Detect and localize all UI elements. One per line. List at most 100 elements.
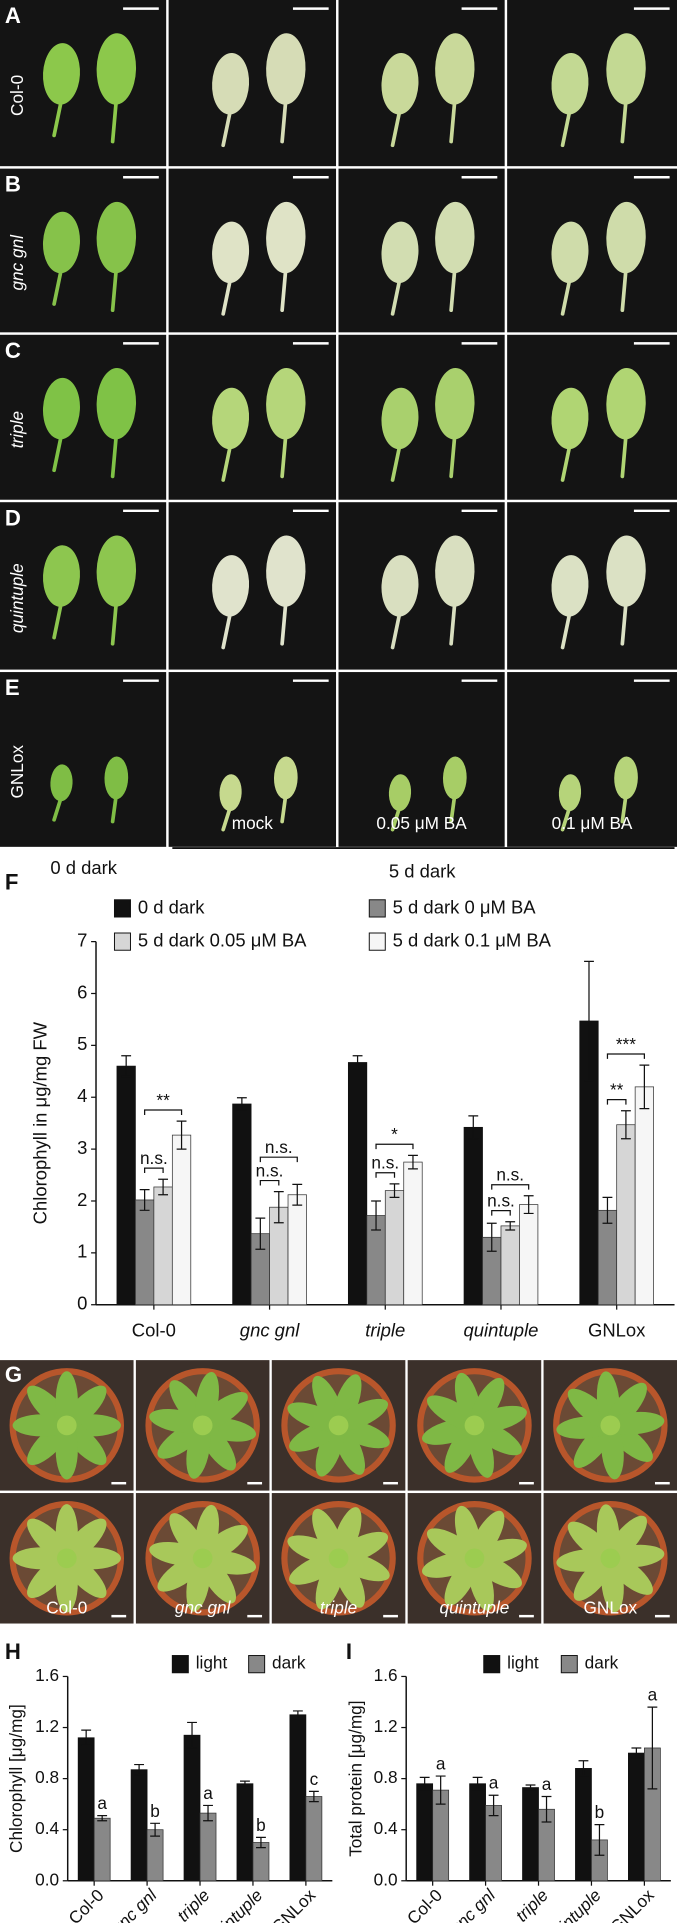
genotype-label: GNLox bbox=[584, 1597, 638, 1617]
leaf-stem bbox=[390, 107, 402, 148]
error-bar bbox=[578, 1760, 589, 1777]
x-tick-label: GNLox bbox=[606, 1885, 658, 1923]
leaf bbox=[266, 201, 306, 274]
leaf bbox=[273, 756, 298, 800]
bar bbox=[116, 1065, 136, 1306]
x-tick-label: quintuple bbox=[464, 1320, 539, 1341]
x-tick-label: gnc gnl bbox=[240, 1320, 300, 1341]
error-bar bbox=[158, 1178, 169, 1196]
error-bar bbox=[121, 1055, 132, 1078]
photo-panel bbox=[0, 334, 167, 500]
leaf-stem bbox=[449, 266, 457, 313]
photo-panel bbox=[507, 672, 677, 847]
leaf bbox=[558, 774, 582, 812]
bar bbox=[469, 1783, 486, 1882]
photo-panel bbox=[0, 672, 167, 847]
leaf bbox=[42, 43, 80, 105]
x-tick-label: quintuple bbox=[541, 1885, 605, 1923]
treatment-label: 0.05 μM BA bbox=[376, 813, 467, 833]
panel-letter: H bbox=[5, 1639, 21, 1664]
leaf bbox=[551, 387, 589, 450]
leaf-stem bbox=[620, 600, 628, 646]
genotype-label: quintuple bbox=[7, 563, 27, 633]
error-bar bbox=[150, 1822, 161, 1837]
photo-panel bbox=[0, 0, 167, 167]
leaf-stem bbox=[52, 97, 64, 138]
y-tick-label: 1.2 bbox=[374, 1716, 398, 1736]
significance-label: n.s. bbox=[496, 1165, 524, 1185]
y-tick-label: 3 bbox=[77, 1137, 87, 1158]
significance-label: n.s. bbox=[140, 1148, 168, 1168]
genotype-label: triple bbox=[7, 411, 27, 448]
significance-bracket bbox=[491, 1184, 530, 1190]
panel-letter: B bbox=[5, 172, 21, 197]
error-bar bbox=[236, 1097, 247, 1111]
leaf bbox=[266, 33, 306, 105]
leaf bbox=[435, 201, 475, 274]
error-bar bbox=[472, 1776, 483, 1791]
time-label: 5 d dark bbox=[389, 861, 456, 882]
leaf-stem bbox=[110, 432, 119, 479]
x-tick-label: Col-0 bbox=[64, 1885, 107, 1923]
rosette-leaf bbox=[605, 1411, 665, 1435]
panel-letter: G bbox=[5, 1362, 22, 1387]
significance-bracket bbox=[144, 1167, 164, 1174]
leaf bbox=[96, 33, 137, 105]
leaf bbox=[219, 774, 242, 812]
error-bar bbox=[594, 1823, 605, 1856]
bar bbox=[522, 1787, 539, 1882]
significance-bracket bbox=[606, 1053, 645, 1059]
photo-panel bbox=[168, 672, 337, 847]
photo-panel bbox=[338, 168, 505, 333]
y-tick-label: 0.0 bbox=[35, 1869, 59, 1889]
treatment-label: mock bbox=[232, 813, 274, 833]
significance-bracket bbox=[259, 1179, 280, 1186]
time-label: 0 d dark bbox=[50, 857, 117, 878]
leaf-stem bbox=[280, 97, 288, 144]
leaf bbox=[104, 756, 129, 800]
genotype-label: gnc gnl bbox=[175, 1597, 232, 1617]
leaf bbox=[381, 221, 419, 284]
error-bar bbox=[541, 1795, 552, 1823]
error-bar bbox=[620, 1110, 631, 1140]
legend-label: 5 d dark 0.05 μM BA bbox=[138, 929, 307, 950]
leaf-stem bbox=[560, 107, 572, 148]
y-tick-label: 1.6 bbox=[374, 1665, 398, 1685]
bar bbox=[93, 1817, 111, 1882]
significance-letter: c bbox=[310, 1769, 319, 1789]
leaf bbox=[212, 221, 250, 284]
error-bar bbox=[525, 1784, 536, 1791]
x-tick-label: triple bbox=[365, 1320, 405, 1341]
photo-panel bbox=[507, 168, 677, 333]
bar bbox=[135, 1199, 155, 1306]
error-bar bbox=[176, 1120, 187, 1150]
panel-letter: A bbox=[5, 3, 21, 28]
y-tick-label: 0.8 bbox=[35, 1767, 59, 1787]
legend-swatch bbox=[171, 1655, 189, 1674]
photo-panel bbox=[338, 672, 505, 847]
significance-label: n.s. bbox=[371, 1153, 399, 1173]
photo-panel bbox=[507, 334, 677, 500]
bar bbox=[252, 1842, 270, 1882]
legend-label: 5 d dark 0.1 μM BA bbox=[393, 929, 552, 950]
legend-label: light bbox=[507, 1653, 539, 1673]
leaf bbox=[212, 52, 250, 115]
rosette-center bbox=[328, 1415, 349, 1436]
y-tick-label: 0.4 bbox=[374, 1818, 398, 1838]
bar bbox=[485, 1805, 502, 1882]
x-tick-label: gnc gnl bbox=[107, 1884, 161, 1923]
leaf bbox=[606, 33, 646, 105]
leaf-stem bbox=[280, 432, 288, 479]
error-bar bbox=[134, 1763, 145, 1776]
error-bar bbox=[435, 1775, 446, 1805]
leaf-stem bbox=[52, 266, 64, 306]
error-bar bbox=[584, 960, 594, 1082]
significance-letter: a bbox=[489, 1773, 499, 1793]
error-bar bbox=[292, 1710, 303, 1720]
bar bbox=[236, 1783, 254, 1882]
y-tick-label: 1 bbox=[77, 1241, 87, 1262]
significance-letter: b bbox=[150, 1801, 160, 1821]
panel-letter: E bbox=[5, 675, 20, 700]
bar bbox=[153, 1186, 173, 1306]
